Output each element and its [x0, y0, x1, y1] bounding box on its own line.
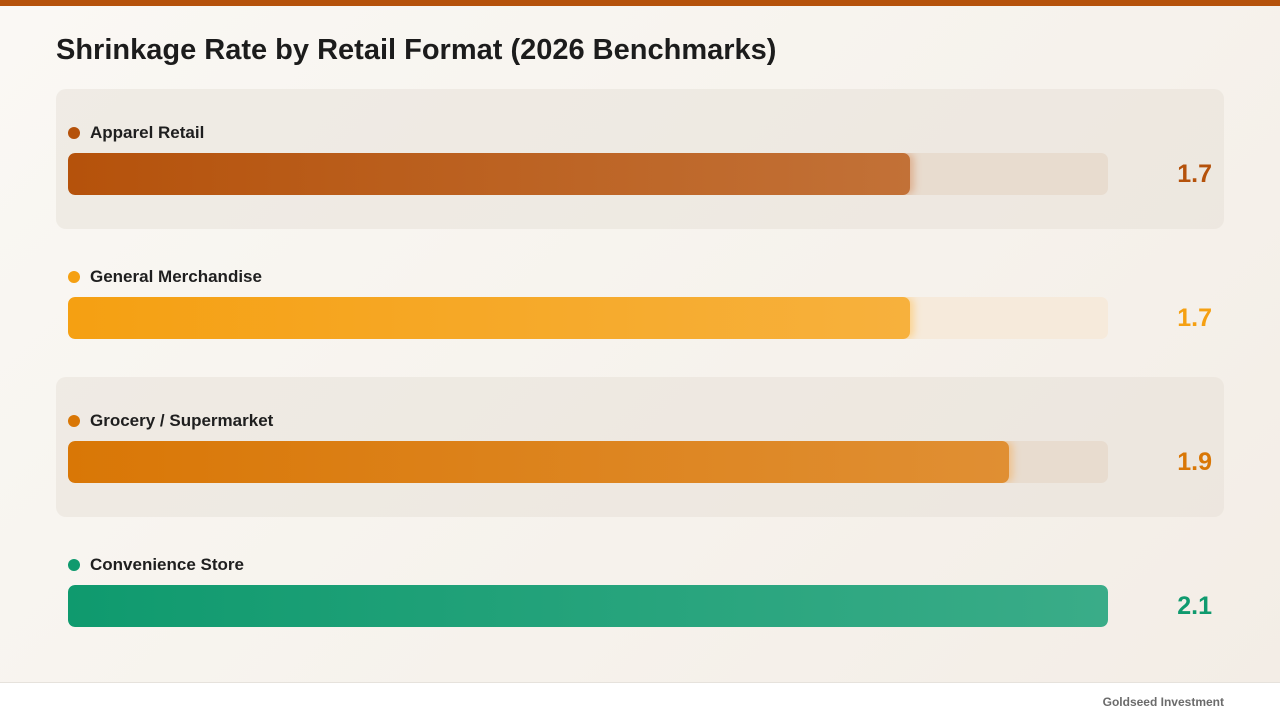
series-dot-icon [68, 271, 80, 283]
bar-row: General Merchandise 1.7 [56, 233, 1224, 373]
series-dot-icon [68, 559, 80, 571]
series-dot-icon [68, 415, 80, 427]
data-label: 1.7 [1177, 304, 1212, 332]
bar-track [68, 297, 1108, 339]
data-label: 2.1 [1177, 592, 1212, 620]
bar-label: Convenience Store [68, 555, 244, 575]
bar-row: Apparel Retail 1.7 [56, 89, 1224, 229]
bar [68, 153, 910, 195]
slide: Shrinkage Rate by Retail Format (2026 Be… [0, 0, 1280, 682]
series-dot-icon [68, 127, 80, 139]
bar [68, 297, 910, 339]
category-label: Apparel Retail [90, 123, 205, 142]
footer: Goldseed Investment [0, 682, 1280, 720]
category-label: Convenience Store [90, 555, 244, 574]
bar-row: Grocery / Supermarket 1.9 [56, 377, 1224, 517]
chart-title: Shrinkage Rate by Retail Format (2026 Be… [56, 34, 777, 66]
bar-rows: Apparel Retail 1.7 General Merchandise 1.7 G… [56, 89, 1224, 665]
footer-brand: Goldseed Investment [1102, 695, 1224, 709]
bar-label: General Merchandise [68, 267, 262, 287]
category-label: Grocery / Supermarket [90, 411, 274, 430]
bar-label: Apparel Retail [68, 123, 204, 143]
bar [68, 585, 1108, 627]
data-label: 1.9 [1177, 448, 1212, 476]
category-label: General Merchandise [90, 267, 262, 286]
bar [68, 441, 1009, 483]
bar-row: Convenience Store 2.1 [56, 521, 1224, 661]
data-label: 1.7 [1177, 160, 1212, 188]
bar-track [68, 441, 1108, 483]
bar-track [68, 585, 1108, 627]
bar-label: Grocery / Supermarket [68, 411, 273, 431]
bar-track [68, 153, 1108, 195]
top-accent-rule [0, 0, 1280, 6]
